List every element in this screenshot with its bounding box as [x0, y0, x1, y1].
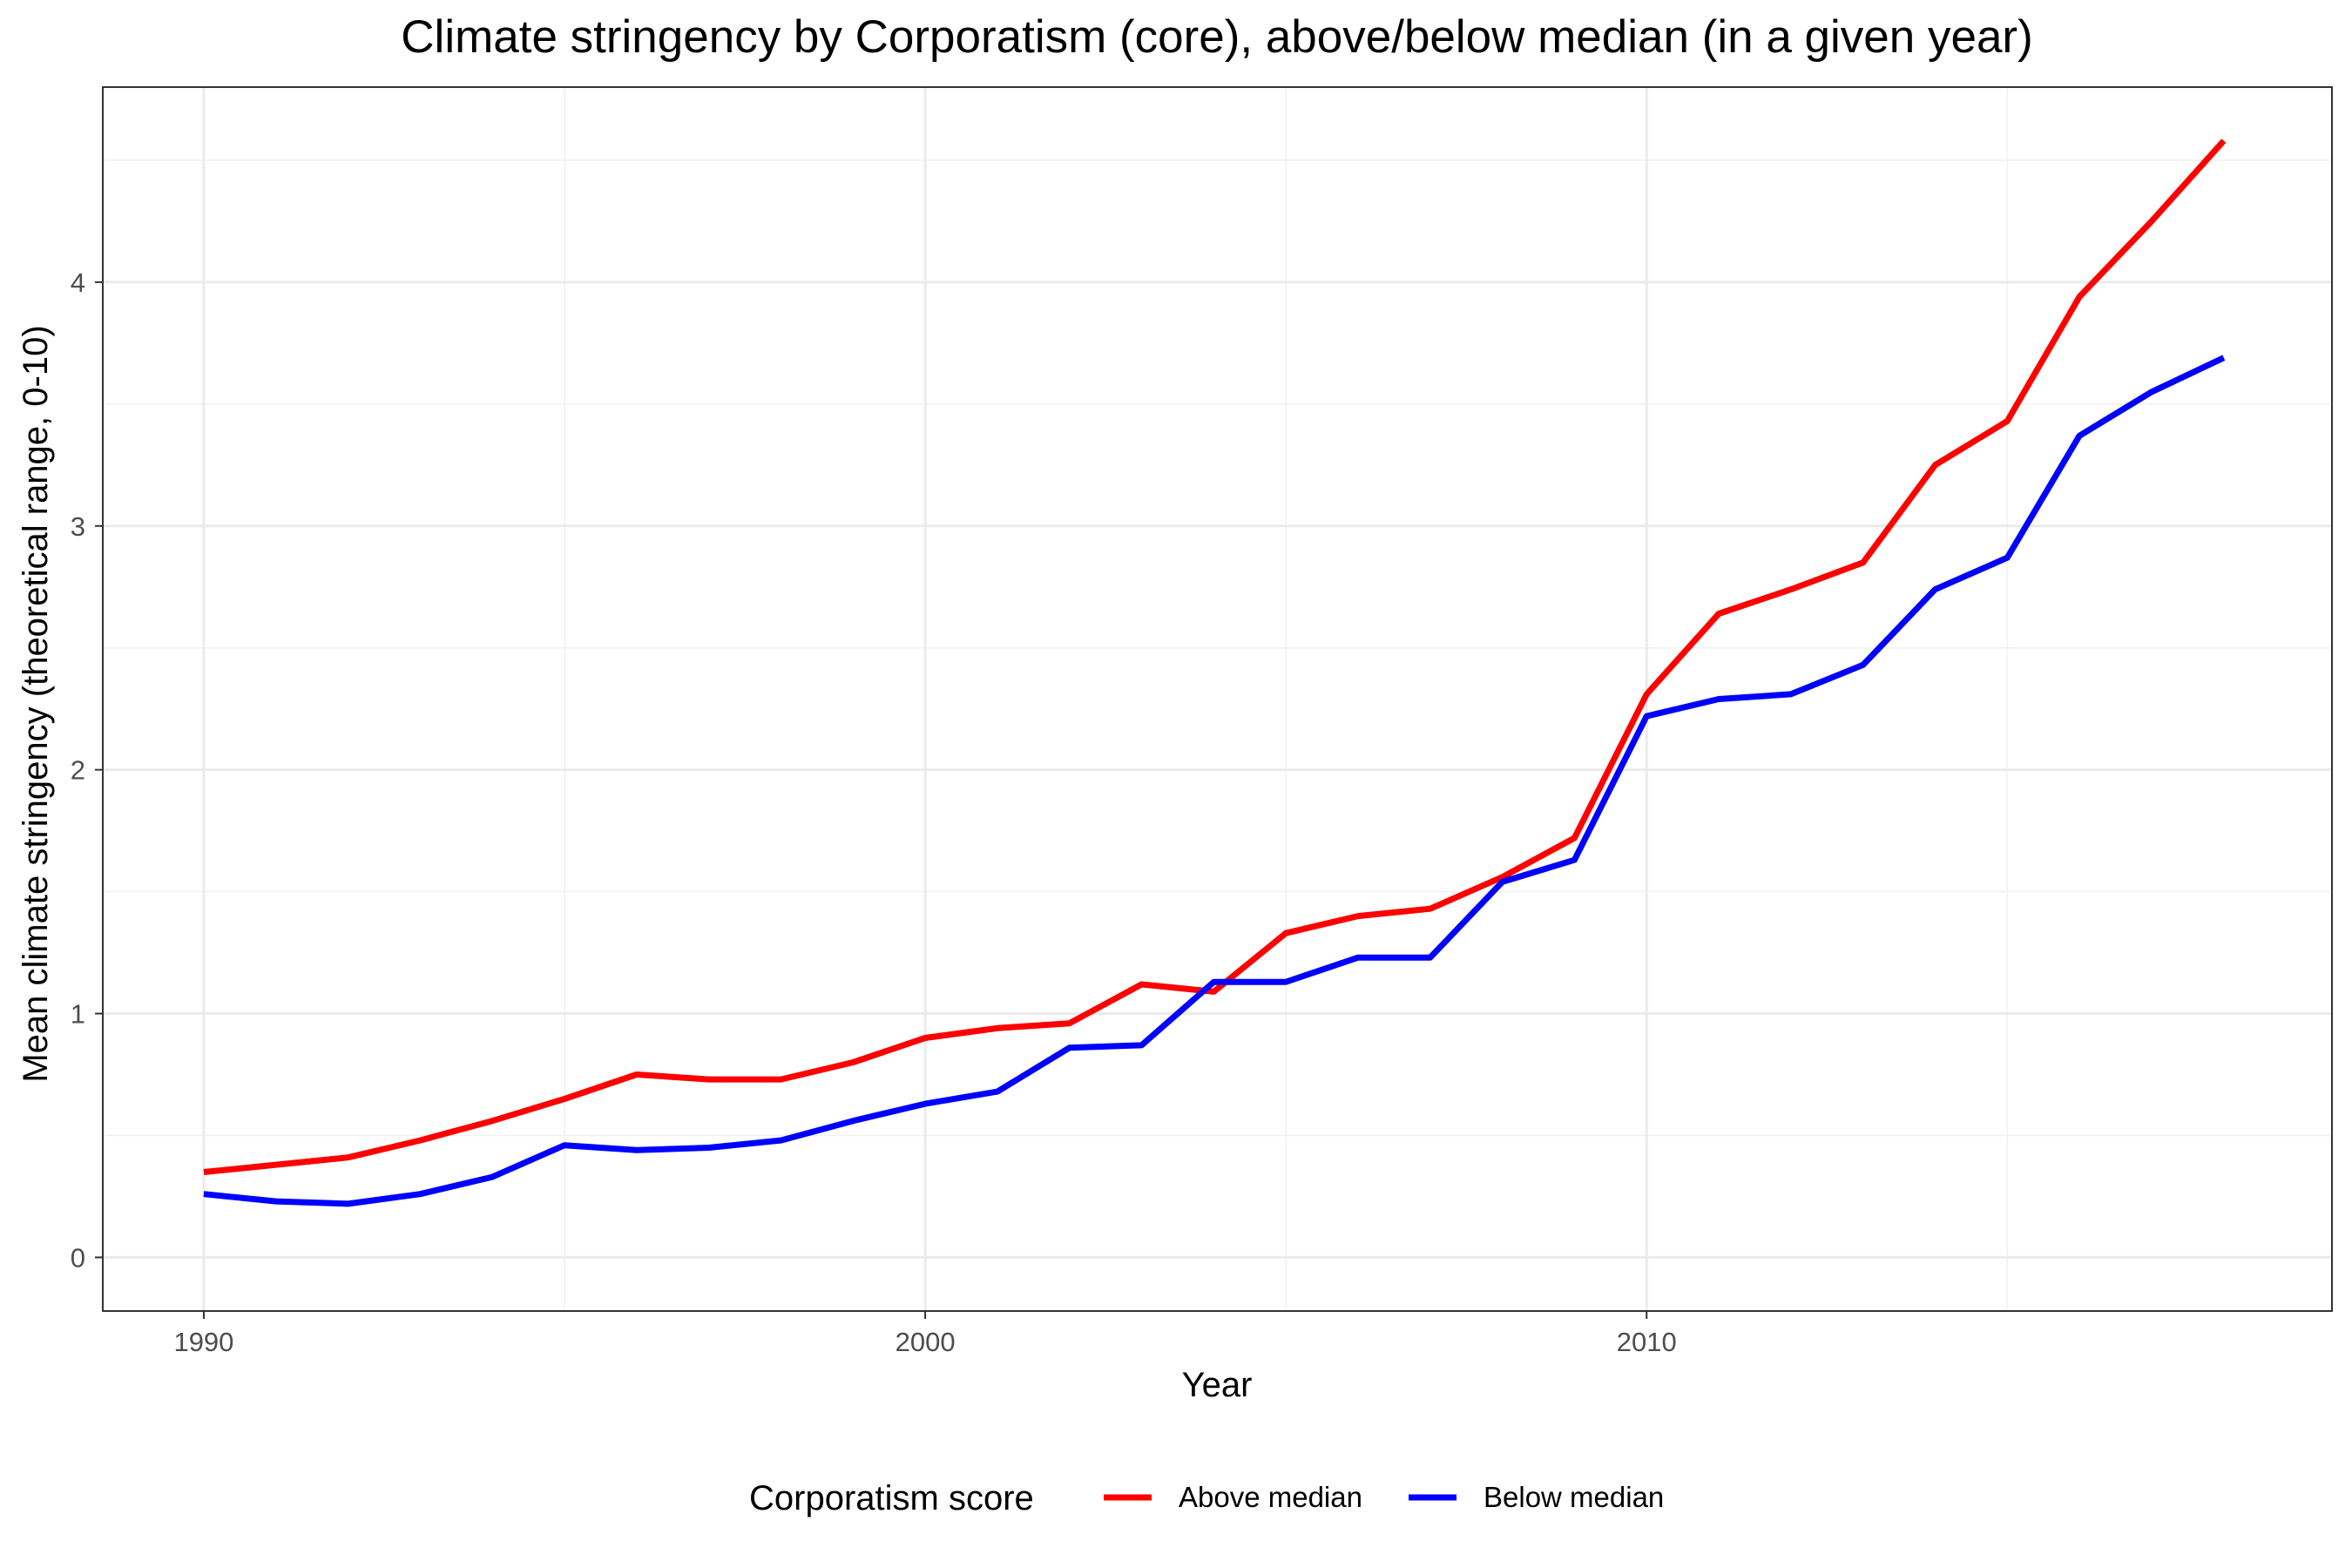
series-line-below-median — [203, 355, 2226, 1207]
series-line-above-median — [203, 139, 2227, 1175]
y-tick-label: 3 — [71, 511, 85, 542]
x-tick-label: 1990 — [173, 1327, 233, 1357]
legend-label: Above median — [1179, 1481, 1362, 1513]
y-tick-label: 0 — [71, 1242, 85, 1273]
y-axis-title: Mean climate stringency (theoretical ran… — [17, 325, 55, 1082]
legend: Corporatism score Above median Below medi… — [749, 1479, 1664, 1517]
legend-items: Above median Below median — [1104, 1481, 1664, 1513]
series-lines — [203, 139, 2227, 1207]
y-tick-label: 2 — [71, 755, 85, 786]
grid — [103, 87, 2332, 1311]
y-tick-label: 1 — [71, 999, 85, 1030]
x-axis: 1990 2000 2010 — [173, 1311, 1677, 1357]
y-tick-label: 4 — [71, 267, 85, 298]
plot-panel — [102, 86, 2333, 1312]
legend-label: Below median — [1484, 1481, 1664, 1513]
y-axis: 0 1 2 3 4 — [71, 267, 103, 1273]
legend-title: Corporatism score — [749, 1479, 1034, 1517]
chart-title: Climate stringency by Corporatism (core)… — [401, 11, 2032, 63]
x-tick-label: 2000 — [896, 1327, 956, 1357]
x-tick-label: 2010 — [1617, 1327, 1677, 1357]
x-axis-title: Year — [1182, 1366, 1253, 1404]
